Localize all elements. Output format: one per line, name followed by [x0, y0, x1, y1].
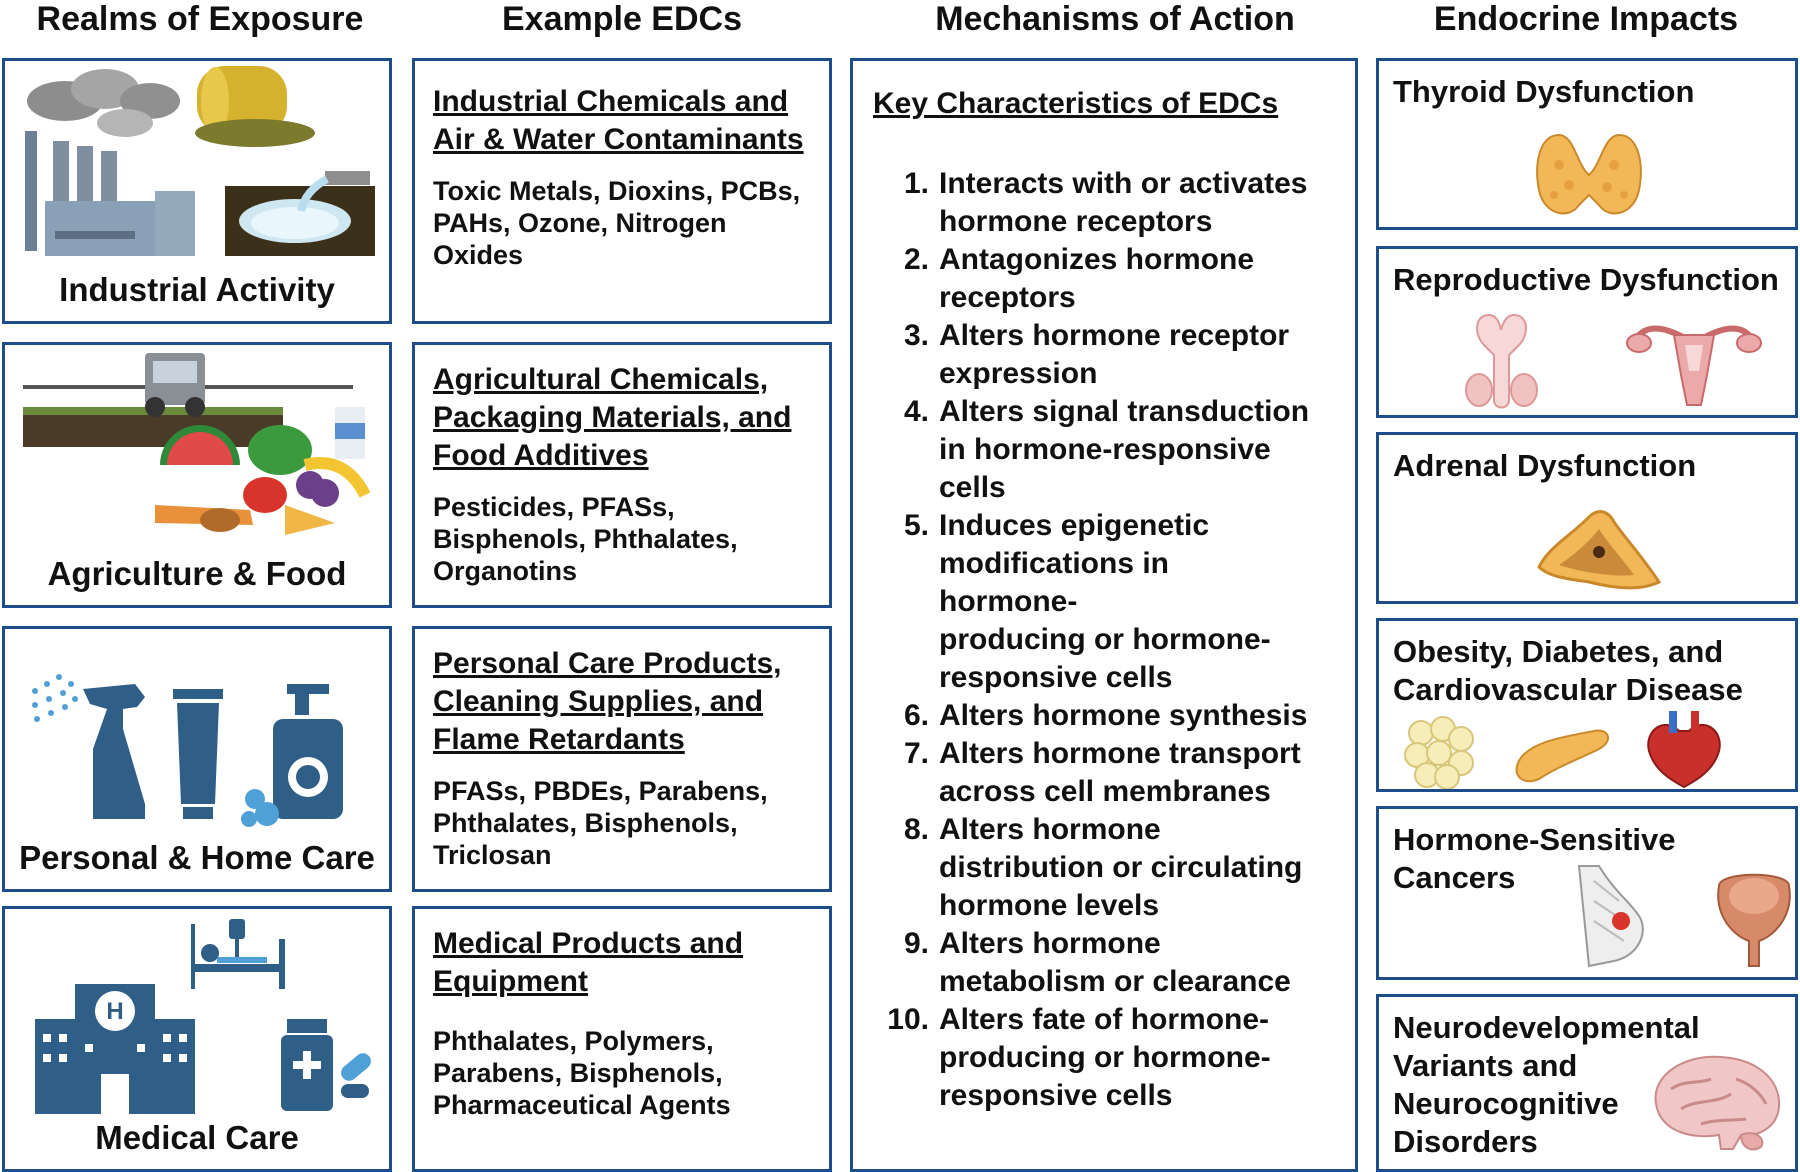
- factory-icon: [25, 66, 375, 256]
- impact-thyroid-box: Thyroid Dysfunction: [1376, 58, 1798, 230]
- hospital-icon: H: [35, 919, 371, 1114]
- mechanism-item: 7. Alters hormone transport across cell m…: [903, 737, 1301, 808]
- fat-pancreas-heart-icon: [1404, 711, 1721, 789]
- adrenal-gland-icon: [1537, 510, 1662, 590]
- realm-label: Personal & Home Care: [19, 839, 375, 876]
- mechanism-item: 2. Antagonizes hormone receptors: [903, 243, 1255, 314]
- mechanism-item: 9. Alters hormone metabolism or clearance: [903, 927, 1291, 998]
- example-medical-box: Medical Products and Equipment Phthalate…: [412, 906, 832, 1172]
- example-personal-care-box: Personal Care Products, Cleaning Supplie…: [412, 626, 832, 892]
- mechanism-item: 3. Alters hormone receptor expression: [903, 319, 1290, 390]
- example-agriculture-box: Agricultural Chemicals, Packaging Materi…: [412, 342, 832, 608]
- column-header-impacts: Endocrine Impacts: [1433, 0, 1739, 38]
- column-header-examples: Example EDCs: [502, 0, 742, 38]
- reproductive-organs-icon: [1465, 313, 1762, 409]
- mechanism-item: 1. Interacts with or activates hormone re…: [903, 167, 1308, 238]
- impact-title: Hormone-Sensitive Cancers: [1393, 822, 1676, 895]
- realm-label: Industrial Activity: [59, 271, 335, 308]
- tractor-food-icon: [23, 353, 371, 535]
- impact-title: Adrenal Dysfunction: [1393, 448, 1697, 483]
- mechanism-item: 4. Alters signal transduction in hormone-…: [903, 395, 1310, 504]
- example-industrial-box: Industrial Chemicals and Air & Water Con…: [412, 58, 832, 324]
- brain-icon: [1654, 1055, 1781, 1151]
- mechanism-item: 5. Induces epigenetic modifications in ho…: [903, 509, 1271, 694]
- thyroid-icon: [1536, 133, 1642, 215]
- column-header-realms: Realms of Exposure: [36, 0, 364, 38]
- example-chemicals: Phthalates, Polymers, Parabens, Bispheno…: [433, 1026, 731, 1120]
- realm-agriculture-box: Agriculture & Food: [2, 342, 392, 608]
- impact-title: Reproductive Dysfunction: [1393, 262, 1779, 297]
- mechanism-item: 6. Alters hormone synthesis: [903, 699, 1308, 732]
- example-title: Industrial Chemicals and Air & Water Con…: [433, 85, 804, 156]
- mechanism-item: 8. Alters hormone distribution or circula…: [903, 813, 1303, 922]
- realm-label: Medical Care: [95, 1119, 299, 1156]
- mechanism-item: 10. Alters fate of hormone-producing or …: [887, 1003, 1271, 1112]
- realm-industrial-box: Industrial Activity: [2, 58, 392, 324]
- impact-neuro-box: Neurodevelopmental Variants and Neurocog…: [1376, 994, 1798, 1172]
- svg-text:H: H: [106, 998, 123, 1025]
- impact-cancer-box: Hormone-Sensitive Cancers: [1376, 806, 1798, 980]
- breast-prostate-icon: [1577, 865, 1791, 968]
- example-chemicals: Toxic Metals, Dioxins, PCBs, PAHs, Ozone…: [433, 176, 801, 270]
- impact-metabolic-box: Obesity, Diabetes, and Cardiovascular Di…: [1376, 618, 1798, 792]
- realm-personal-care-box: Personal & Home Care: [2, 626, 392, 892]
- impact-title: Thyroid Dysfunction: [1393, 74, 1695, 109]
- example-title: Personal Care Products, Cleaning Supplie…: [433, 647, 782, 756]
- impact-adrenal-box: Adrenal Dysfunction: [1376, 432, 1798, 604]
- column-header-mechanisms: Mechanisms of Action: [935, 0, 1295, 38]
- example-chemicals: PFASs, PBDEs, Parabens, Phthalates, Bisp…: [433, 776, 768, 870]
- impact-title: Neurodevelopmental Variants and Neurocog…: [1393, 1010, 1700, 1159]
- mechanisms-box: Key Characteristics of EDCs 1. Interacts…: [850, 58, 1358, 1172]
- example-chemicals: Pesticides, PFASs, Bisphenols, Phthalate…: [433, 492, 738, 586]
- mechanisms-title: Key Characteristics of EDCs: [873, 87, 1279, 120]
- example-title: Medical Products and Equipment: [433, 927, 744, 998]
- realm-medical-box: H Medical Care: [2, 906, 392, 1172]
- mechanisms-list: 1. Interacts with or activates hormone re…: [873, 165, 1313, 1115]
- realm-label: Agriculture & Food: [47, 555, 347, 592]
- impact-title: Obesity, Diabetes, and Cardiovascular Di…: [1393, 634, 1743, 707]
- impact-reproductive-box: Reproductive Dysfunction: [1376, 246, 1798, 418]
- spray-bottle-icon: [32, 674, 343, 827]
- example-title: Agricultural Chemicals, Packaging Materi…: [433, 363, 792, 472]
